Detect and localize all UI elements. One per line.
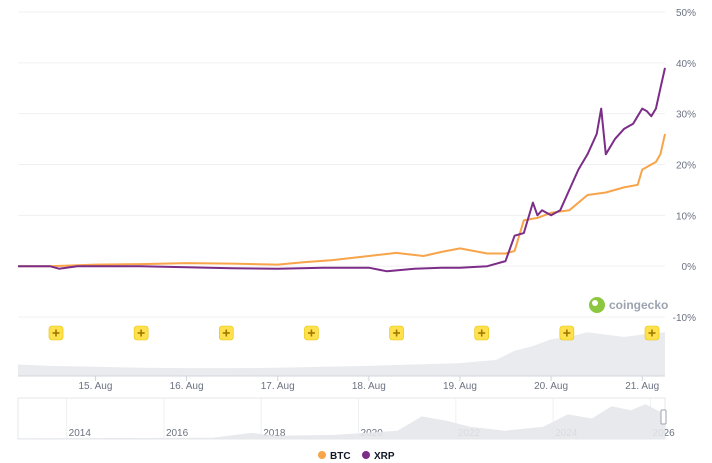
legend-item-btc[interactable]: BTC [318, 451, 351, 462]
navigator-silhouette [18, 404, 665, 439]
watermark-text: coingecko [609, 298, 668, 312]
event-markers[interactable] [48, 325, 660, 341]
x-tick-label: 20. Aug [534, 381, 568, 392]
series-line-btc [18, 133, 666, 268]
y-tick-label: 30% [676, 110, 696, 121]
x-tick-label: 19. Aug [443, 381, 477, 392]
coingecko-watermark: coingecko [589, 297, 668, 313]
grid-lines [18, 11, 665, 318]
y-tick-label: 0% [682, 262, 697, 273]
navigator-handle[interactable] [660, 409, 667, 425]
event-marker-icon[interactable] [218, 325, 234, 341]
y-tick-label: 10% [676, 211, 696, 222]
event-marker-icon[interactable] [304, 325, 319, 341]
event-marker-icon[interactable] [559, 325, 575, 341]
legend-label: BTC [330, 451, 351, 462]
legend-swatch-icon [318, 451, 326, 459]
legend-swatch-icon [362, 451, 370, 459]
x-tick-label: 21. Aug [625, 381, 659, 392]
y-tick-label: -10% [673, 313, 696, 324]
x-tick-label: 16. Aug [170, 381, 204, 392]
volume-area [18, 332, 665, 377]
y-axis: 50% 40% 30% 20% 10% 0% -10% [673, 8, 696, 324]
legend-label: XRP [374, 451, 395, 462]
x-tick-label: 18. Aug [352, 381, 386, 392]
event-marker-icon[interactable] [644, 325, 660, 341]
event-marker-icon[interactable] [389, 325, 404, 341]
legend[interactable]: BTC XRP [318, 451, 395, 462]
series-line-xrp [18, 67, 666, 273]
navigator[interactable]: 2014201620182020202220242026 [17, 397, 675, 440]
x-tick-label: 15. Aug [78, 381, 112, 392]
legend-item-xrp[interactable]: XRP [362, 451, 395, 462]
navigator-year-label: 2014 [69, 428, 92, 439]
navigator-year-label: 2016 [166, 428, 189, 439]
volume-area-fill [18, 332, 665, 376]
coingecko-logo-eye [592, 300, 598, 306]
series-lines [18, 67, 666, 273]
y-tick-label: 50% [676, 8, 696, 19]
x-axis: 15. Aug 16. Aug 17. Aug 18. Aug 19. Aug 20. A… [78, 376, 659, 392]
event-marker-icon[interactable] [474, 325, 490, 341]
event-marker-icon[interactable] [133, 325, 149, 341]
x-tick-label: 17. Aug [261, 381, 295, 392]
navigator-year-label: 2018 [263, 428, 286, 439]
y-tick-label: 40% [676, 59, 696, 70]
event-marker-icon[interactable] [48, 325, 64, 341]
y-tick-label: 20% [676, 161, 696, 172]
